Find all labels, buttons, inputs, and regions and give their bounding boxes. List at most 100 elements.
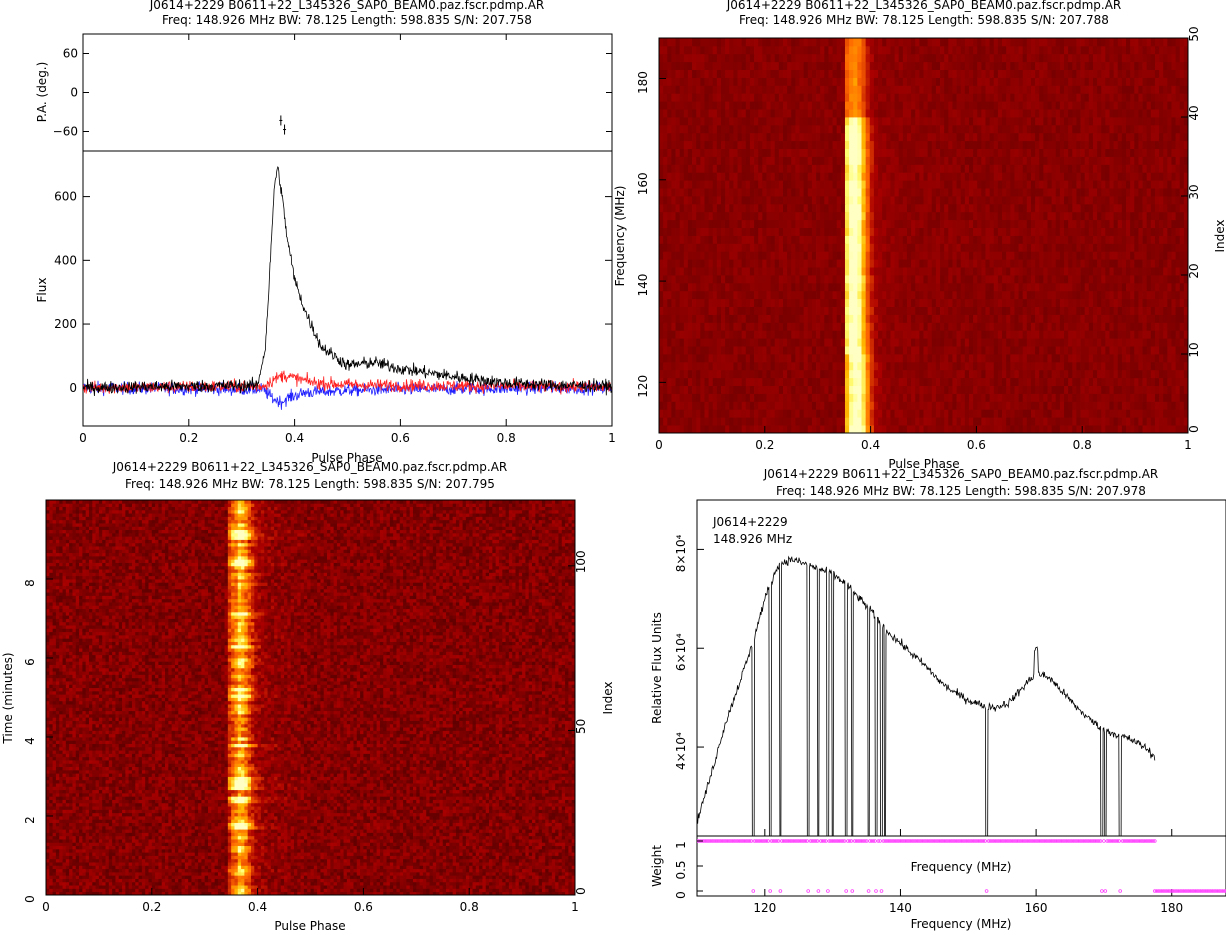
phfreq-cell <box>683 393 689 402</box>
phfreq-cell <box>1175 132 1181 142</box>
phfreq-cell <box>960 164 966 173</box>
phfreq-cell <box>948 196 953 205</box>
phfreq-cell <box>960 417 966 426</box>
phfreq-cell <box>1101 417 1106 426</box>
phfreq-cell <box>791 227 796 236</box>
phfreq-cell <box>981 172 986 181</box>
phfreq-cell <box>923 203 929 213</box>
phfreq-cell <box>1039 369 1044 379</box>
phfreq-cell <box>1072 354 1077 363</box>
phfreq-cell <box>952 361 957 371</box>
phfreq-cell <box>787 156 792 165</box>
phfreq-cell <box>886 298 891 307</box>
phfreq-cell <box>940 227 945 236</box>
phfreq-cell <box>1159 401 1164 410</box>
phfreq-cell <box>935 227 941 236</box>
phfreq-cell <box>671 243 676 252</box>
phfreq-cell <box>1051 377 1057 386</box>
phfreq-cell <box>1109 243 1115 252</box>
phfreq-cell <box>1154 322 1160 331</box>
phfreq-cell <box>795 235 800 244</box>
phfreq-cell <box>778 393 784 402</box>
phfreq-cell <box>828 417 833 426</box>
phfreq-cell <box>679 298 685 307</box>
phfreq-cell <box>853 196 858 205</box>
phfreq-cell <box>1043 282 1048 292</box>
phfreq-cell <box>873 298 879 307</box>
phfreq-cell <box>749 148 755 157</box>
phfreq-cell <box>973 306 978 315</box>
phfreq-cell <box>778 188 784 197</box>
phfreq-cell <box>733 401 738 410</box>
phfreq-cell <box>1126 369 1131 379</box>
phfreq-cell <box>741 132 747 142</box>
phfreq-cell <box>1175 330 1181 339</box>
phfreq-cell <box>849 164 854 173</box>
phfreq-cell <box>1179 140 1185 149</box>
phfreq-cell <box>1018 425 1024 434</box>
phfreq-cell <box>1134 385 1139 394</box>
phfreq-cell <box>1097 243 1102 252</box>
phfreq-cell <box>1022 282 1028 292</box>
phfreq-cell <box>1080 417 1086 426</box>
phfreq-cell <box>824 385 829 394</box>
phfreq-cell <box>1154 361 1160 371</box>
phfreq-cell <box>931 322 937 331</box>
phfreq-cell <box>886 330 891 339</box>
phfreq-cell <box>762 330 767 339</box>
phfreq-cell <box>745 330 751 339</box>
phfreq-cell <box>1018 267 1024 276</box>
phfreq-cell <box>766 401 771 410</box>
phfreq-cell <box>956 180 962 189</box>
phfreq-cell <box>1088 290 1094 300</box>
phfreq-cell <box>737 275 743 284</box>
phfreq-cell <box>708 124 714 134</box>
phfreq-cell <box>758 401 763 410</box>
phfreq-cell <box>1183 164 1189 173</box>
phfreq-cell <box>989 361 995 371</box>
phfreq-cell <box>844 417 850 426</box>
phfreq-cell <box>716 322 722 331</box>
phfreq-cell <box>712 227 718 236</box>
phfreq-cell <box>1014 180 1019 189</box>
phfreq-cell <box>745 211 751 221</box>
phfreq-cell <box>1051 425 1057 434</box>
phfreq-cell <box>935 211 941 221</box>
phfreq-cell <box>1097 164 1102 173</box>
phfreq-cell <box>807 132 813 142</box>
phfreq-cell <box>1068 338 1073 347</box>
phfreq-cell <box>1101 140 1106 149</box>
phfreq-cell <box>687 361 693 371</box>
phfreq-cell <box>873 211 879 221</box>
phfreq-cell <box>1097 298 1102 307</box>
phfreq-cell <box>708 148 714 157</box>
phfreq-cell <box>828 188 833 197</box>
phfreq-cell <box>704 346 709 355</box>
phfreq-cell <box>799 385 805 394</box>
phfreq-cell <box>1183 322 1189 331</box>
phfreq-cell <box>985 306 991 315</box>
phfreq-cell <box>1183 298 1189 307</box>
phfreq-cell <box>811 180 817 189</box>
phfreq-cell <box>861 196 867 205</box>
phfreq-cell <box>902 369 908 379</box>
phfreq-cell <box>708 132 714 142</box>
phfreq-cell <box>1159 156 1164 165</box>
phfreq-cell <box>927 132 933 142</box>
phfreq-cell <box>791 180 796 189</box>
phfreq-cell <box>795 298 800 307</box>
phfreq-cell <box>886 409 891 418</box>
phfreq-cell <box>807 409 813 418</box>
phfreq-cell <box>1010 203 1015 213</box>
phfreq-cell <box>679 385 685 394</box>
phfreq-cell <box>857 338 862 347</box>
phfreq-cell <box>766 243 771 252</box>
phfreq-cell <box>1179 409 1185 418</box>
phfreq-cell <box>745 417 751 426</box>
phfreq-cell <box>720 282 726 292</box>
phfreq-cell <box>1105 211 1110 221</box>
phfreq-cell <box>712 203 718 213</box>
phfreq-cell <box>865 235 871 244</box>
phfreq-cell <box>1097 330 1102 339</box>
phfreq-cell <box>1039 267 1044 276</box>
